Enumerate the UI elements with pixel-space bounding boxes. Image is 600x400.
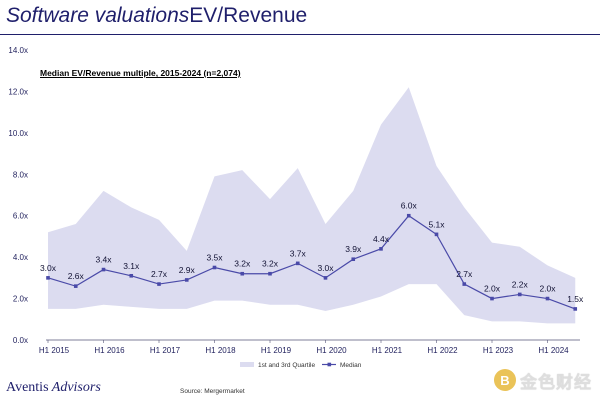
y-tick-label: 10.0x	[8, 129, 28, 138]
median-data-label: 3.9x	[345, 244, 362, 254]
median-point	[212, 265, 217, 270]
median-data-label: 3.5x	[206, 253, 223, 263]
source-note: Source: Mergermarket	[180, 388, 245, 395]
quartile-band	[48, 87, 576, 324]
legend: 1st and 3rd Quartile Median	[240, 362, 362, 369]
logo-part-aventis: Aventis	[6, 380, 49, 395]
median-point	[240, 271, 245, 276]
median-point	[295, 261, 300, 266]
median-data-label: 6.0x	[401, 201, 418, 211]
x-tick-label: H1 2019	[261, 346, 292, 355]
median-point	[268, 271, 272, 276]
median-point	[101, 267, 106, 272]
median-point	[434, 232, 439, 237]
median-data-label: 5.1x	[428, 219, 445, 229]
x-tick-label: H1 2021	[372, 346, 403, 355]
y-tick-label: 12.0x	[8, 87, 28, 96]
y-tick-label: 14.0x	[8, 46, 28, 55]
header-divider	[0, 34, 600, 35]
x-tick-label: H1 2024	[538, 346, 569, 355]
axis-layer: 0.0x 2.0x 4.0x 6.0x 8.0x 10.0x 12.0x 14.0x H1 20…	[8, 46, 580, 355]
legend-label-quartile: 1st and 3rd Quartile	[258, 362, 315, 369]
header-title-rest: EV/Revenue	[189, 4, 308, 27]
y-tick-label: 2.0x	[13, 295, 28, 304]
median-data-label: 2.6x	[68, 271, 85, 281]
median-data-label: 3.1x	[123, 261, 140, 271]
median-data-label: 2.7x	[151, 269, 168, 279]
median-data-label: 2.7x	[456, 269, 473, 279]
y-tick-label: 4.0x	[13, 253, 28, 262]
watermark-badge-icon: B	[494, 369, 516, 391]
y-tick-label: 6.0x	[13, 212, 28, 221]
header-title-italic: Software valuations	[6, 4, 190, 27]
data-label-layer: 3.0x 2.6x 3.4x 3.1x 2.7x 2.9x 3.5x 3.2x 3.2x 3.7x…	[40, 201, 584, 304]
legend-swatch-median-marker	[327, 362, 332, 367]
median-point	[323, 276, 328, 280]
median-point	[157, 282, 161, 286]
median-point	[406, 213, 411, 218]
y-tick-label: 8.0x	[13, 170, 28, 179]
median-point	[490, 296, 494, 301]
median-data-label: 3.2x	[234, 259, 251, 269]
median-point	[184, 278, 189, 282]
median-point	[517, 292, 522, 297]
median-data-label: 3.4x	[95, 255, 112, 265]
median-data-label: 3.2x	[262, 259, 279, 269]
median-point	[573, 307, 578, 311]
watermark: B 金色财经	[494, 366, 592, 394]
median-point	[462, 282, 467, 286]
median-data-label: 3.0x	[317, 263, 334, 273]
median-data-label: 3.0x	[40, 263, 57, 273]
quartile-band-layer	[48, 87, 576, 324]
median-data-label: 4.4x	[373, 234, 390, 244]
ev-revenue-chart: 0.0x 2.0x 4.0x 6.0x 8.0x 10.0x 12.0x 14.0x H1 20…	[8, 46, 584, 369]
legend-label-median: Median	[340, 362, 362, 369]
median-data-label: 2.0x	[484, 284, 501, 294]
median-point	[379, 247, 383, 251]
median-data-label: 2.0x	[539, 284, 556, 294]
x-tick-label: H1 2016	[94, 346, 125, 355]
x-tick-label: H1 2020	[316, 346, 347, 355]
chart-title: Median EV/Revenue multiple, 2015-2024 (n…	[40, 68, 241, 78]
x-tick-label: H1 2015	[39, 346, 70, 355]
median-data-label: 3.7x	[290, 248, 307, 258]
median-data-label: 2.2x	[512, 279, 529, 289]
page-header: Software valuations EV/Revenue	[6, 4, 307, 34]
median-data-label: 2.9x	[179, 265, 196, 275]
median-point	[73, 284, 78, 288]
logo-part-advisors: Advisors	[48, 380, 101, 395]
legend-swatch-quartile	[240, 362, 254, 367]
x-tick-label: H1 2017	[150, 346, 181, 355]
y-tick-label: 0.0x	[13, 336, 28, 345]
median-line-layer	[46, 213, 578, 311]
median-point	[351, 257, 356, 262]
x-tick-label: H1 2018	[205, 346, 236, 355]
median-line	[47, 214, 576, 310]
x-tick-label: H1 2022	[427, 346, 458, 355]
median-point	[129, 273, 134, 278]
x-tick-label: H1 2023	[483, 346, 514, 355]
watermark-text: 金色财经	[520, 372, 592, 392]
median-data-label: 1.5x	[567, 294, 584, 304]
median-point	[46, 276, 50, 280]
median-point	[545, 296, 550, 301]
aventis-advisors-logo: Aventis Advisors	[6, 380, 101, 396]
